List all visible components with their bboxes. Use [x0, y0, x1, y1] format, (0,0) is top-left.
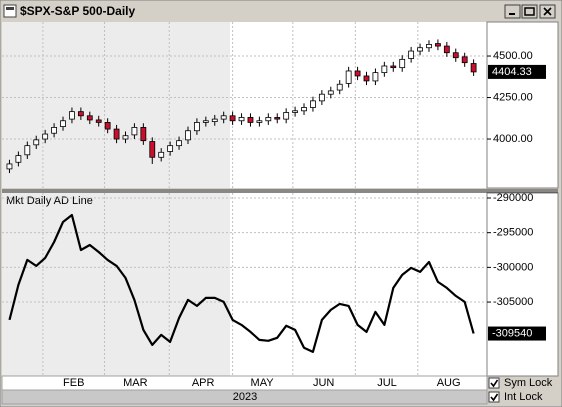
x-tick-label: MAR	[123, 377, 148, 389]
x-tick-label: JUL	[377, 377, 397, 389]
candle-body	[381, 65, 388, 74]
candle-body	[470, 63, 477, 73]
shade	[2, 193, 230, 376]
candle-body	[435, 43, 441, 47]
price-axis	[486, 21, 559, 189]
x-tick-label: MAY	[251, 377, 275, 389]
candle-body	[327, 90, 334, 95]
candle-body	[408, 50, 415, 59]
checkbox-label: Sym Lock	[504, 377, 553, 389]
candle-body	[443, 45, 450, 54]
candle-body	[140, 127, 147, 142]
checkbox-label: Int Lock	[504, 391, 543, 403]
window-icon	[6, 7, 14, 10]
candle-body	[363, 75, 370, 82]
x-tick-label: APR	[192, 377, 215, 389]
candle-body	[399, 58, 406, 69]
shade	[2, 22, 230, 188]
candle-body	[283, 112, 290, 120]
candle-body	[185, 130, 191, 141]
candle-body	[274, 117, 281, 120]
checkbox-check	[490, 393, 499, 402]
title-bar	[1, 1, 561, 22]
candle-body	[167, 145, 174, 152]
last-value: -309540	[492, 327, 532, 339]
candle-body	[372, 72, 379, 82]
lock-checkbox[interactable]: Int Lock	[488, 391, 543, 403]
close-button[interactable]	[539, 4, 556, 19]
x-tick-label: FEB	[63, 377, 84, 389]
candle-body	[33, 139, 40, 146]
candle-body	[122, 135, 129, 140]
candle-body	[15, 155, 22, 163]
y-tick-label: -295000	[493, 227, 533, 239]
candle-body	[6, 163, 13, 170]
candle-body	[247, 117, 254, 123]
candle-body	[77, 111, 84, 117]
candle-body	[229, 115, 236, 122]
last-value-box	[488, 64, 546, 79]
window-title: $SPX-S&P 500-Daily	[20, 4, 135, 18]
candle-body	[131, 127, 138, 136]
panel-title: Mkt Daily AD Line	[6, 195, 93, 207]
candle-body	[202, 120, 209, 123]
x-tick-label: JUN	[313, 377, 334, 389]
candle-body	[345, 70, 352, 84]
candle-body	[426, 44, 432, 49]
y-tick-label: 4250.00	[493, 91, 533, 103]
y-tick-label: -290000	[493, 192, 533, 204]
candle-body	[211, 118, 218, 123]
candle-body	[176, 140, 182, 147]
y-tick-label: -305000	[493, 296, 533, 308]
lock-checkbox[interactable]: Sym Lock	[488, 377, 553, 389]
last-value: 4404.33	[492, 66, 532, 78]
candle-body	[42, 133, 49, 140]
checkbox-box	[488, 377, 500, 389]
candle-body	[265, 117, 272, 122]
maximize-button[interactable]	[521, 4, 538, 19]
candle-body	[301, 107, 307, 112]
candle-body	[238, 117, 245, 122]
candle-body	[158, 151, 165, 158]
candle-body	[95, 119, 102, 123]
candle-body	[24, 145, 31, 156]
checkbox-check	[490, 379, 499, 388]
candle-body	[194, 122, 200, 132]
candle-body	[104, 122, 111, 130]
year-bar	[1, 389, 488, 405]
candle-body	[417, 47, 423, 52]
candle-body	[113, 128, 120, 140]
minimize-button[interactable]	[504, 4, 521, 19]
y-tick-label: -300000	[493, 261, 533, 273]
candle-body	[461, 56, 468, 64]
candle-body	[354, 70, 361, 77]
candle-body	[310, 100, 316, 108]
candle-body	[220, 115, 227, 120]
x-tick-label: AUG	[437, 377, 461, 389]
candle-body	[149, 141, 156, 158]
y-tick-label: 4000.00	[493, 133, 533, 145]
checkbox-box	[488, 391, 500, 403]
candle-body	[390, 65, 397, 69]
y-tick-label: 4500.00	[493, 50, 533, 62]
candle-body	[256, 120, 263, 123]
ad-line	[8, 213, 475, 353]
candle-body	[51, 127, 57, 134]
candle-body	[69, 111, 75, 120]
candle-body	[60, 120, 66, 127]
candle-body	[318, 93, 325, 102]
x-axis-label: 2023	[233, 391, 257, 403]
last-value-box	[488, 326, 546, 341]
window-icon	[3, 4, 17, 18]
ad-axis	[486, 192, 559, 377]
candle-body	[86, 115, 93, 121]
candle-body	[336, 83, 343, 91]
candle-body	[292, 110, 298, 113]
candle-body	[452, 52, 459, 59]
